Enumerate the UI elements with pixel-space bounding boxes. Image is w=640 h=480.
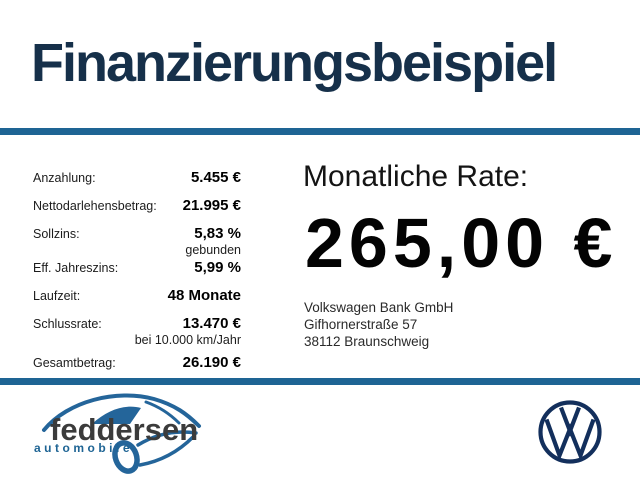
finance-row-laufzeit: Laufzeit: 48 Monate: [33, 287, 241, 305]
top-divider: [0, 128, 640, 135]
car-outline-icon: [42, 393, 201, 474]
finance-value: 5,99 %: [194, 259, 241, 276]
finance-note: gebunden: [185, 243, 241, 257]
finance-label: Anzahlung:: [33, 171, 96, 185]
vw-logo-icon: [538, 400, 602, 464]
finance-row-schlussrate: Schlussrate: 13.470 € bei 10.000 km/Jahr: [33, 315, 241, 347]
dealer-subtitle: automobile: [34, 441, 134, 455]
monthly-rate-value: 265,00 €: [305, 204, 618, 282]
finance-label: Nettodarlehensbetrag:: [33, 199, 157, 213]
finance-row-gesamtbetrag: Gesamtbetrag: 26.190 €: [33, 354, 241, 372]
finance-label: Schlussrate:: [33, 317, 102, 331]
finance-note: bei 10.000 km/Jahr: [134, 333, 241, 347]
finance-value: 26.190 €: [182, 354, 241, 371]
page-title: Finanzierungsbeispiel: [31, 33, 558, 93]
bank-address: Volkswagen Bank GmbH Gifhornerstraße 57 …: [304, 299, 453, 350]
monthly-rate-label: Monatliche Rate:: [303, 160, 529, 193]
finance-row-sollzins: Sollzins: 5,83 % gebunden: [33, 225, 241, 257]
finance-table: Anzahlung: 5.455 € Nettodarlehensbetrag:…: [33, 169, 241, 382]
finance-label: Laufzeit:: [33, 289, 81, 303]
bank-street: Gifhornerstraße 57: [304, 317, 418, 332]
finance-value: 5,83 %: [194, 225, 241, 242]
finance-row-nettodarlehensbetrag: Nettodarlehensbetrag: 21.995 €: [33, 197, 241, 215]
finance-label: Eff. Jahreszins:: [33, 261, 119, 275]
finance-value: 48 Monate: [167, 287, 241, 304]
finance-row-eff-jahreszins: Eff. Jahreszins: 5,99 %: [33, 259, 241, 277]
bottom-divider: [0, 378, 640, 385]
finance-row-anzahlung: Anzahlung: 5.455 €: [33, 169, 241, 187]
bank-city: 38112 Braunschweig: [304, 334, 430, 349]
finance-value: 5.455 €: [190, 169, 241, 186]
dealer-name: feddersen: [50, 412, 199, 447]
finance-value: 13.470 €: [182, 315, 241, 332]
finance-value: 21.995 €: [182, 197, 241, 214]
bank-name: Volkswagen Bank GmbH: [304, 300, 454, 315]
finance-label: Gesamtbetrag:: [33, 356, 116, 370]
finance-label: Sollzins:: [33, 227, 80, 241]
dealer-logo: feddersen automobile: [28, 388, 228, 478]
